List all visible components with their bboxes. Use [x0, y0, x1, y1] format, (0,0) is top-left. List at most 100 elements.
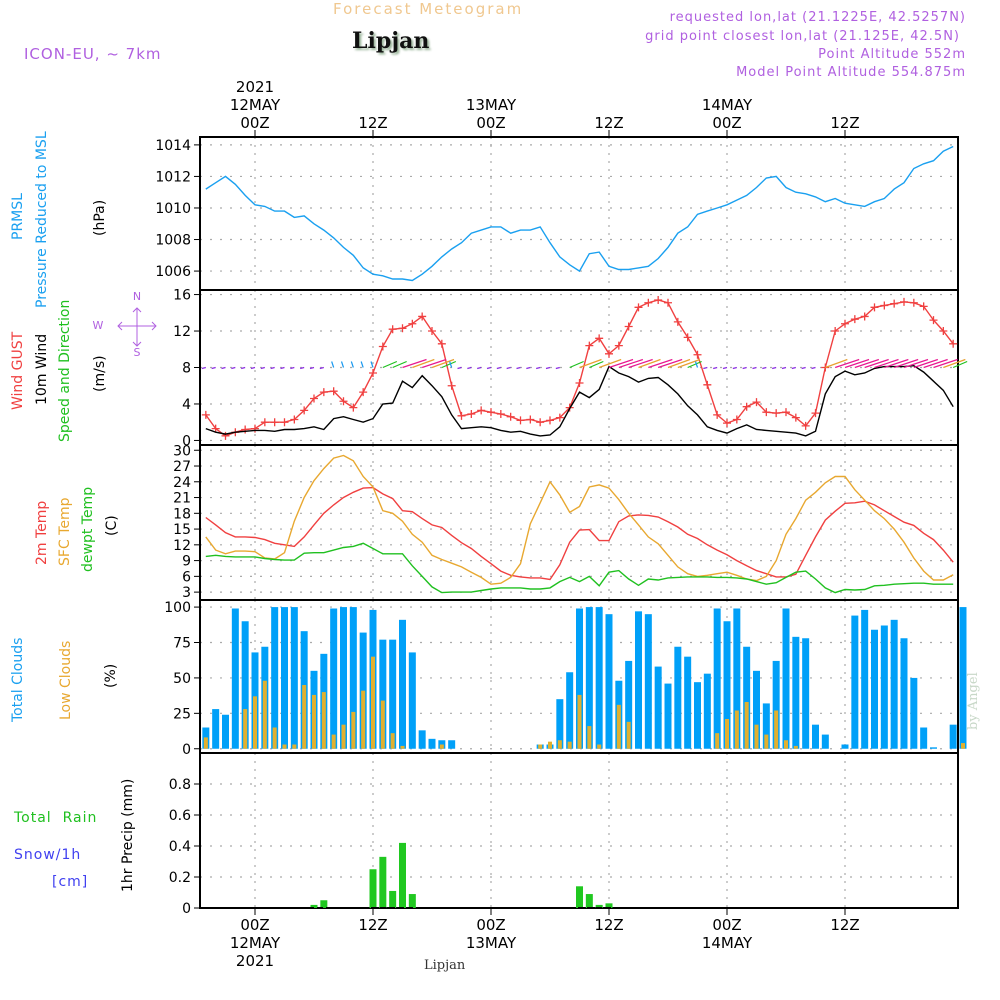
- gust-marker: [290, 415, 299, 424]
- bar-total-clouds: [792, 636, 800, 749]
- model-point-altitude: Model Point Altitude 554.875m: [736, 65, 966, 80]
- wind-arrow: [811, 366, 816, 370]
- wind-arrow: [903, 358, 929, 369]
- bar-total-clouds: [625, 660, 633, 749]
- gust-marker: [850, 315, 859, 324]
- gust-marker: [516, 416, 525, 425]
- gust-marker: [909, 298, 918, 307]
- bar-low-clouds: [548, 741, 552, 749]
- wind-arrow: [628, 358, 653, 369]
- gust-marker: [398, 324, 407, 333]
- bar-low-clouds: [715, 733, 720, 749]
- wind-arrow: [772, 366, 777, 370]
- wind-arrow: [874, 358, 899, 369]
- wind-arrow: [506, 366, 511, 370]
- bar-total-clouds: [920, 727, 928, 749]
- bar-total-clouds: [595, 607, 603, 749]
- wind-arrow: [250, 366, 256, 370]
- bar-low-clouds: [793, 745, 798, 749]
- wind-arrow: [598, 358, 622, 369]
- time-label-bottom: 12Z: [358, 916, 387, 934]
- bar-total-clouds: [349, 607, 357, 749]
- compass-south: S: [134, 346, 141, 359]
- wind-arrow: [402, 358, 427, 369]
- wind-arrow: [526, 366, 531, 370]
- bar-rain: [320, 900, 328, 908]
- legend-total-rain: Total Rain: [14, 810, 98, 826]
- gust-marker: [732, 415, 741, 424]
- gust-marker: [536, 418, 545, 427]
- wind-arrow: [431, 358, 455, 369]
- wind-arrow: [441, 360, 457, 369]
- time-label-top: 12Z: [358, 114, 387, 132]
- ytick-label: 12: [173, 538, 191, 554]
- ytick-label: 0.8: [169, 777, 191, 793]
- time-label-bottom: 12Z: [594, 916, 623, 934]
- gust-marker: [782, 408, 790, 417]
- bar-total-clouds: [448, 740, 456, 749]
- bar-total-clouds: [212, 709, 220, 749]
- wind-arrow: [732, 366, 737, 370]
- gust-marker: [349, 403, 358, 412]
- bar-total-clouds: [782, 608, 790, 749]
- gust-marker: [211, 424, 220, 433]
- gust-marker: [811, 409, 820, 418]
- bar-total-clouds: [821, 734, 829, 749]
- ytick-label: 1010: [155, 201, 191, 217]
- time-label-top: 12MAY: [230, 96, 281, 114]
- time-label-bottom: 12MAY: [230, 934, 281, 952]
- bar-low-clouds: [312, 694, 316, 749]
- wind-arrow: [392, 360, 407, 369]
- bar-total-clouds: [605, 614, 613, 749]
- wind-arrow: [648, 358, 673, 369]
- ytick-label: 9: [182, 554, 191, 570]
- gust-marker: [457, 411, 466, 420]
- wind-arrow: [791, 366, 796, 370]
- bar-low-clouds: [744, 702, 749, 749]
- wind-arrow: [884, 358, 909, 369]
- time-label-bottom: 13MAY: [466, 934, 517, 952]
- bar-low-clouds: [626, 721, 631, 749]
- bar-total-clouds: [222, 714, 229, 749]
- bar-low-clouds: [725, 719, 729, 749]
- footer-station: Lipjan: [424, 958, 466, 973]
- gust-marker: [546, 416, 554, 425]
- time-label-top: 00Z: [240, 114, 269, 132]
- wind-arrow: [638, 358, 661, 369]
- gust-marker: [949, 339, 958, 348]
- bar-low-clouds: [390, 733, 395, 749]
- ytick-label: 25: [173, 706, 191, 722]
- meteogram-title: Forecast Meteogram: [333, 0, 524, 18]
- gust-marker: [664, 298, 672, 307]
- bar-rain: [379, 856, 387, 908]
- gust-marker: [841, 319, 849, 328]
- bar-rain: [408, 894, 416, 908]
- time-label-bottom: 00Z: [712, 916, 741, 934]
- wind-arrow: [412, 358, 435, 369]
- gust-marker: [801, 421, 810, 430]
- time-label-top: 12Z: [830, 114, 859, 132]
- gust-marker: [693, 350, 702, 359]
- bar-total-clouds: [241, 621, 249, 749]
- ytick-label: 0.6: [169, 808, 191, 824]
- bar-low-clouds: [597, 744, 602, 749]
- wind-arrow: [844, 358, 870, 369]
- time-label-bottom: 00Z: [240, 916, 269, 934]
- wind-arrow: [854, 358, 880, 369]
- bar-total-clouds: [585, 607, 593, 749]
- gust-marker: [614, 341, 623, 350]
- gust-marker: [496, 410, 505, 418]
- wind-arrow: [516, 366, 521, 370]
- gust-marker: [831, 327, 840, 336]
- gust-marker: [880, 301, 889, 310]
- gust-marker: [437, 339, 446, 348]
- gust-marker: [585, 341, 594, 350]
- bar-low-clouds: [400, 745, 405, 749]
- gust-marker: [624, 322, 633, 331]
- wind-arrow: [952, 360, 968, 369]
- ytick-label: 50: [173, 671, 191, 687]
- gust-marker: [467, 410, 476, 418]
- wind-arrow: [467, 366, 472, 370]
- bar-low-clouds: [577, 694, 582, 749]
- wind-arrow: [667, 358, 691, 369]
